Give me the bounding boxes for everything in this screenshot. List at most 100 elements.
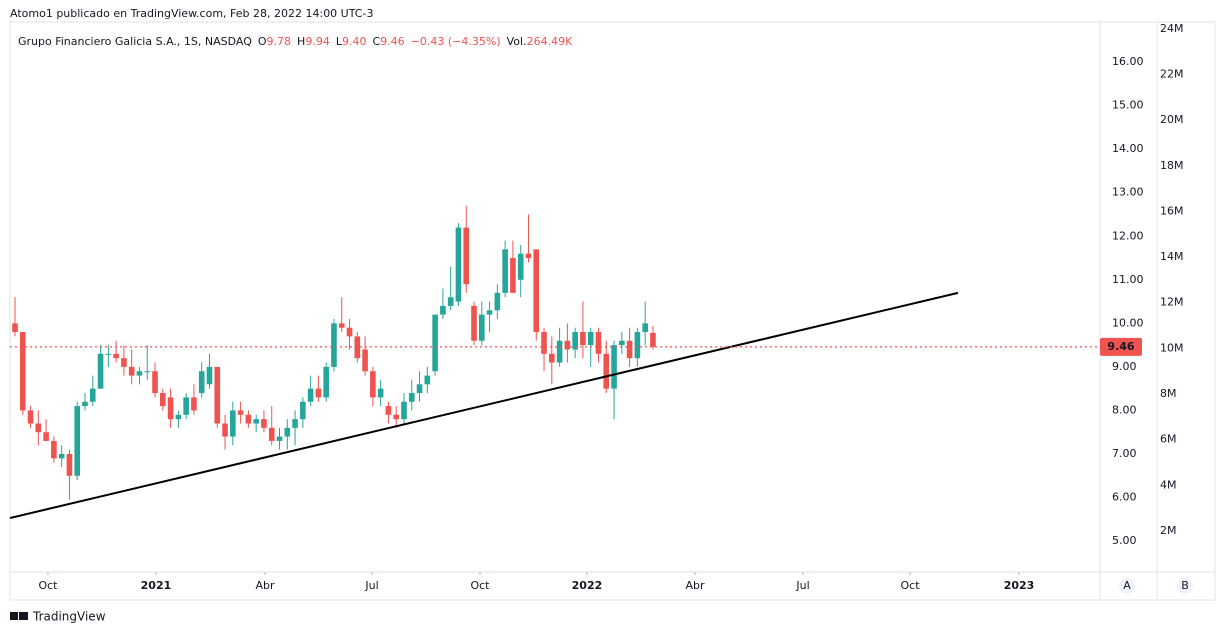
x-tick-label: Oct [900,579,920,592]
candle-body [642,323,648,333]
trendline [10,291,959,519]
candle-body [471,305,477,341]
candle-body [66,453,73,476]
candle-body [152,371,158,394]
candle-body [502,249,508,293]
symbol: Grupo Financiero Galicia S.A., 1S, NASDA… [18,35,252,48]
y-tick-label: 12.00 [1112,229,1144,242]
candle-body [541,332,547,354]
candle-body [136,371,143,376]
candle-body [525,253,532,259]
candle-body [261,419,267,428]
candle-body [167,397,174,420]
candle-body [230,410,236,437]
candle-body [237,410,244,415]
legend-key: O [258,35,267,48]
candle-body [377,388,384,398]
candle-body [315,388,322,398]
symbol-legend: Grupo Financiero Galicia S.A., 1S, NASDA… [18,35,573,48]
candle-body [89,388,96,402]
candle-body [370,371,376,398]
candle-body [214,366,221,424]
candle-body [198,371,205,394]
candle-body [416,384,423,394]
chart-frame [9,21,1216,601]
candle-body [556,340,563,363]
button-b[interactable]: B [1177,578,1193,594]
candle-body [12,323,18,333]
legend-key: H [297,35,305,48]
x-tick-label: Oct [470,579,490,592]
candle-body [276,436,283,441]
y2-tick-label: 20M [1160,113,1184,126]
plot-area [10,205,959,519]
candle-body [128,366,135,376]
legend-key: C [372,35,380,48]
x-tick-label: Abr [685,579,705,592]
last-price-badge [1100,337,1142,356]
candle-body [144,371,151,373]
y-tick-label: 14.00 [1112,142,1144,155]
candle-body [160,393,166,407]
candle-body [455,227,462,302]
legend-value: 9.40 [342,35,367,48]
candle-body [292,419,298,428]
candle-body [253,419,259,424]
candle-body [284,427,291,437]
candle-body [401,401,407,420]
x-tick-label: 2023 [1004,579,1035,592]
candle-body [245,414,252,424]
y-tick-label: 9.00 [1112,360,1137,373]
candle-body [191,397,197,411]
candle-body [175,414,182,420]
candle-body [43,432,49,441]
candle-body [626,340,633,359]
candle-body [300,401,306,420]
button-label[interactable]: B [1181,579,1189,592]
y2-tick-label: 16M [1160,204,1184,217]
candle-body [611,345,617,389]
candle-body [580,332,586,346]
y2-tick-label: 6M [1160,433,1177,446]
x-tick-label: Jul [795,579,809,592]
volume-label: Vol. [507,35,527,48]
x-tick-label: Jul [364,579,378,592]
y-tick-label: 13.00 [1112,186,1144,199]
candle-body [494,292,501,311]
candle-body [619,340,625,346]
button-label[interactable]: A [1123,579,1131,592]
candle-body [323,366,329,398]
candle-body [572,332,578,350]
candle-body [486,310,493,315]
y2-tick-label: 18M [1160,159,1184,172]
candle-body [97,353,104,389]
legend-value: 9.78 [267,35,292,48]
candle-body [564,340,571,350]
candle-body [440,305,446,315]
change: −0.43 (−4.35%) [411,35,501,48]
candle-body [121,358,127,367]
candle-body [113,353,119,359]
legend-key: L [336,35,343,48]
candle-body [595,332,602,354]
candle-body [206,366,213,385]
y-tick-label: 7.00 [1112,447,1137,460]
candle-body [478,314,485,341]
candle-body [603,353,610,389]
button-a[interactable]: A [1119,578,1135,594]
candle-body [183,397,189,415]
y-tick-label: 8.00 [1112,403,1137,416]
y2-tick-label: 24M [1160,22,1184,35]
candle-body [447,297,454,306]
candle-body [650,332,656,347]
candle-body [338,323,345,328]
candle-body [346,327,353,337]
candle-body [362,349,368,372]
brand: TradingView [32,610,106,624]
y2-tick-label: 14M [1160,250,1184,263]
x-tick-label: 2021 [141,579,172,592]
y2-tick-label: 2M [1160,524,1177,537]
candle-body [19,332,26,411]
